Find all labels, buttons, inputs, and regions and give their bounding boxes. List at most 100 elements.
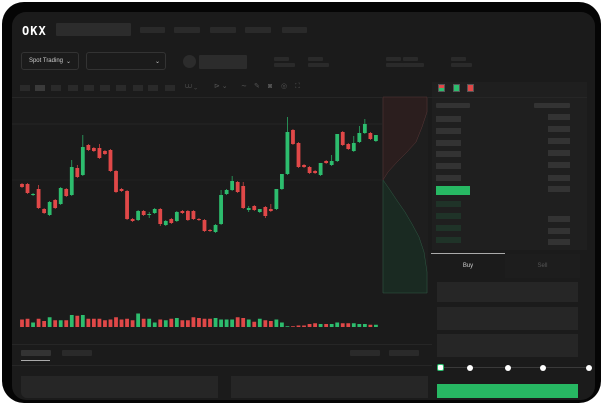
interval-button[interactable]	[100, 85, 110, 91]
bid-price-row[interactable]	[436, 237, 461, 243]
candle[interactable]	[374, 135, 378, 141]
camera-icon[interactable]: ◙	[268, 83, 273, 90]
interval-button[interactable]	[116, 85, 126, 91]
fullscreen-icon[interactable]: ⛶	[295, 83, 300, 90]
orderbook-both-icon[interactable]	[438, 84, 445, 92]
ask-price-row[interactable]	[436, 163, 461, 169]
candle[interactable]	[191, 211, 196, 219]
candle[interactable]	[368, 133, 373, 139]
candle[interactable]	[208, 230, 212, 231]
search-bar[interactable]	[56, 23, 131, 36]
ask-amount-row[interactable]	[548, 162, 570, 168]
settings-icon[interactable]: ◎	[281, 83, 288, 90]
candle[interactable]	[169, 219, 174, 223]
interval-button[interactable]	[68, 85, 78, 91]
candle[interactable]	[280, 174, 284, 189]
ask-amount-row[interactable]	[548, 150, 570, 156]
interval-button[interactable]	[84, 85, 94, 91]
candle[interactable]	[141, 211, 146, 215]
ask-price-row[interactable]	[436, 128, 461, 134]
bid-amount-row[interactable]	[548, 216, 570, 222]
interval-button[interactable]	[51, 85, 61, 91]
candle[interactable]	[20, 184, 24, 187]
interval-button[interactable]	[133, 85, 143, 91]
filter-button[interactable]	[389, 350, 419, 356]
candle[interactable]	[158, 209, 163, 224]
bid-price-row[interactable]	[436, 213, 461, 219]
orderbook-asks-icon[interactable]	[467, 84, 474, 92]
interval-button[interactable]	[148, 85, 158, 91]
candle[interactable]	[152, 209, 157, 213]
tab-buy[interactable]: Buy	[462, 263, 474, 269]
interval-button[interactable]	[165, 85, 175, 91]
candle[interactable]	[53, 200, 58, 208]
candle[interactable]	[119, 189, 124, 191]
candle[interactable]	[274, 189, 279, 209]
interval-button-active[interactable]	[35, 85, 45, 91]
filter-button[interactable]	[350, 350, 380, 356]
candle[interactable]	[235, 182, 240, 192]
candle[interactable]	[42, 209, 47, 213]
candle[interactable]	[285, 132, 290, 174]
candle[interactable]	[97, 148, 102, 158]
bid-amount-row[interactable]	[548, 239, 570, 245]
candle[interactable]	[230, 181, 235, 190]
candle[interactable]	[147, 214, 152, 215]
candlestick-chart[interactable]	[12, 12, 595, 400]
price-input[interactable]	[437, 282, 578, 302]
candle[interactable]	[136, 211, 141, 220]
candle[interactable]	[36, 189, 41, 208]
orderbook-bids-icon[interactable]	[453, 84, 460, 92]
candle[interactable]	[313, 171, 317, 173]
slider-stop-75[interactable]	[540, 365, 546, 371]
candle[interactable]	[302, 165, 306, 167]
amount-input[interactable]	[437, 307, 578, 330]
spot-trading-dropdown[interactable]: Spot Trading ⌄	[21, 52, 79, 70]
candle[interactable]	[197, 219, 201, 220]
candle[interactable]	[25, 184, 30, 193]
candle[interactable]	[174, 212, 179, 221]
ask-price-row[interactable]	[436, 116, 461, 122]
candle[interactable]	[213, 225, 218, 232]
candle[interactable]	[318, 163, 323, 175]
candle[interactable]	[351, 143, 356, 151]
candle[interactable]	[291, 130, 295, 144]
candle[interactable]	[202, 220, 207, 231]
candle[interactable]	[335, 134, 340, 161]
candle[interactable]	[357, 133, 362, 142]
candle[interactable]	[80, 147, 85, 175]
nav-item[interactable]	[140, 27, 165, 33]
candle[interactable]	[246, 208, 251, 210]
ask-price-row[interactable]	[436, 175, 461, 181]
candle[interactable]	[180, 211, 185, 213]
candle[interactable]	[219, 195, 223, 224]
candle[interactable]	[296, 143, 301, 167]
candle[interactable]	[69, 167, 74, 195]
ask-amount-row[interactable]	[548, 126, 570, 132]
candle[interactable]	[257, 209, 262, 212]
slider-stop-50[interactable]	[505, 365, 511, 371]
candle[interactable]	[252, 206, 257, 210]
candle[interactable]	[263, 207, 268, 216]
candle[interactable]	[163, 221, 168, 225]
ask-amount-row[interactable]	[548, 186, 570, 192]
candle[interactable]	[329, 161, 334, 165]
tab-order-history[interactable]	[62, 350, 92, 356]
amount-slider-track[interactable]	[440, 367, 590, 368]
candle[interactable]	[130, 219, 135, 221]
candle[interactable]	[224, 190, 229, 194]
bid-price-row[interactable]	[436, 225, 461, 231]
pencil-icon[interactable]: ✎	[254, 83, 260, 90]
tab-sell[interactable]: Sell	[505, 254, 580, 278]
bid-price-row[interactable]	[436, 201, 461, 207]
slider-stop-100[interactable]	[586, 365, 592, 371]
pair-selector[interactable]: ⌄	[86, 52, 166, 70]
interval-button[interactable]	[20, 85, 30, 91]
candle[interactable]	[241, 186, 246, 208]
nav-item[interactable]	[282, 27, 307, 33]
candle[interactable]	[75, 168, 80, 177]
total-input[interactable]	[437, 334, 578, 357]
candle[interactable]	[86, 145, 91, 150]
candle[interactable]	[340, 132, 345, 145]
candle[interactable]	[125, 191, 129, 219]
